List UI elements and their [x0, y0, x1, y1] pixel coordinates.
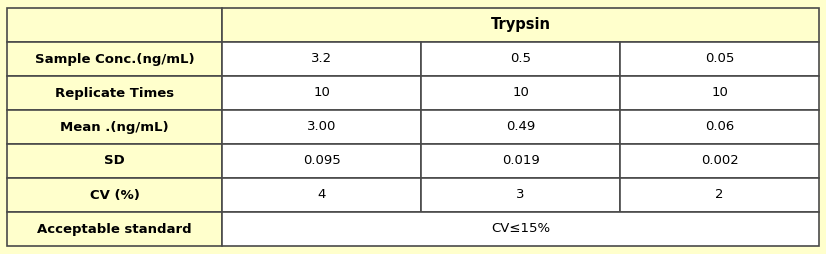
Text: 3: 3	[516, 188, 525, 201]
Text: 2: 2	[715, 188, 724, 201]
Bar	[421, 76, 620, 110]
Bar	[620, 144, 819, 178]
Bar	[421, 144, 620, 178]
Text: 0.002: 0.002	[700, 154, 738, 167]
Text: SD: SD	[104, 154, 125, 167]
Text: CV≤15%: CV≤15%	[491, 223, 550, 235]
Text: 4: 4	[317, 188, 325, 201]
Bar	[620, 110, 819, 144]
Text: CV (%): CV (%)	[90, 188, 140, 201]
Bar	[222, 76, 421, 110]
Text: Replicate Times: Replicate Times	[55, 87, 174, 100]
Bar	[222, 178, 421, 212]
Bar	[222, 144, 421, 178]
Bar	[7, 42, 222, 76]
Bar	[222, 8, 819, 42]
Text: 0.095: 0.095	[303, 154, 340, 167]
Bar	[620, 178, 819, 212]
Text: 10: 10	[711, 87, 728, 100]
Text: 0.05: 0.05	[705, 53, 734, 66]
Text: 10: 10	[313, 87, 330, 100]
Text: 0.06: 0.06	[705, 120, 734, 134]
Bar	[7, 8, 222, 42]
Text: Mean .(ng/mL): Mean .(ng/mL)	[60, 120, 169, 134]
Text: 3.00: 3.00	[307, 120, 336, 134]
Text: Acceptable standard: Acceptable standard	[37, 223, 192, 235]
Text: 3.2: 3.2	[311, 53, 332, 66]
Bar	[222, 42, 421, 76]
Text: Sample Conc.(ng/mL): Sample Conc.(ng/mL)	[35, 53, 194, 66]
Bar	[7, 144, 222, 178]
Bar	[421, 110, 620, 144]
Bar	[620, 76, 819, 110]
Bar	[7, 178, 222, 212]
Bar	[7, 212, 222, 246]
Bar	[7, 110, 222, 144]
Text: 0.49: 0.49	[506, 120, 535, 134]
Bar	[421, 178, 620, 212]
Bar	[620, 42, 819, 76]
Bar	[7, 76, 222, 110]
Bar	[222, 212, 819, 246]
Text: 10: 10	[512, 87, 529, 100]
Text: Trypsin: Trypsin	[491, 18, 551, 33]
Bar	[222, 110, 421, 144]
Bar	[421, 42, 620, 76]
Text: 0.019: 0.019	[501, 154, 539, 167]
Text: 0.5: 0.5	[510, 53, 531, 66]
